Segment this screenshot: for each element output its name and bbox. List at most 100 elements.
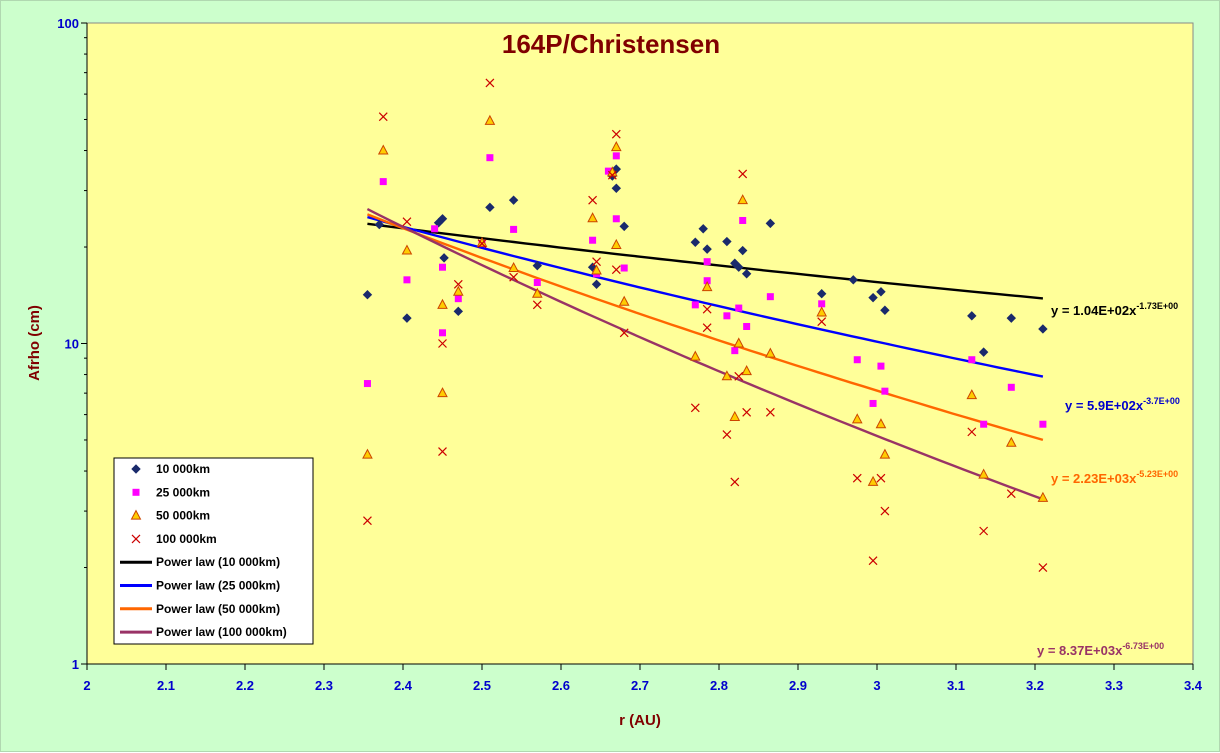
data-point [879,448,891,459]
data-point [532,300,542,310]
data-point [737,194,749,205]
data-point [721,370,733,381]
data-point [741,269,752,279]
data-point [1038,324,1048,334]
data-point [979,526,989,536]
equation-exponent: -5.23E+00 [1136,469,1178,479]
data-point [702,244,712,254]
data-point [690,403,700,413]
data-point [403,276,411,284]
data-point [508,195,519,205]
data-point [452,285,464,296]
trendline-equation: y = 2.23E+03x-5.23E+00 [1051,469,1178,486]
data-point [611,129,621,139]
legend-label: Power law (10 000km) [156,555,280,569]
data-point [612,215,620,223]
trendline [366,213,1044,442]
data-point [453,279,463,289]
data-point [362,289,373,300]
trendline-equation: y = 5.9E+02x-3.7E+00 [1065,396,1180,413]
data-point [880,305,890,315]
data-point [484,114,496,125]
y-axis-title: Afrho (cm) [26,305,43,381]
data-point [702,304,712,314]
data-point [508,261,519,273]
data-point [591,264,602,275]
y-tick-label: 100 [57,16,79,31]
data-point [363,516,372,526]
trendline [367,215,1044,378]
equation-main: y = 2.23E+03x [1051,471,1137,486]
data-point [722,236,732,247]
trendline [366,208,1044,501]
x-axis-title: r (AU) [619,712,661,729]
data-point [401,244,413,255]
data-point [589,236,597,244]
equation-main: y = 1.04E+02x [1051,303,1137,318]
data-point [817,317,827,327]
x-tick-label: 2.5 [473,678,491,693]
data-point [374,219,385,230]
data-point [402,313,412,323]
data-point [437,387,448,398]
equation-exponent: -1.73E+00 [1136,301,1178,311]
data-point [816,289,827,299]
data-point [868,292,878,303]
legend-label: Power law (50 000km) [156,602,280,616]
data-point [431,225,439,233]
data-point [130,509,142,520]
legend-label: 100 000km [156,532,217,546]
data-point [734,262,744,272]
data-point [967,427,977,437]
data-point [818,300,826,308]
data-point [378,112,388,122]
data-point [132,488,140,496]
data-point [702,323,712,333]
data-point [877,362,885,370]
data-point [698,224,708,234]
data-point [722,430,732,439]
data-point [438,339,447,348]
data-point [876,473,886,483]
data-point [741,365,752,376]
data-point [131,464,141,474]
data-point [851,413,863,424]
data-point [1006,313,1017,323]
data-point [131,534,141,544]
data-point [1037,491,1049,502]
data-point [735,304,743,312]
data-point [607,170,617,180]
x-tick-label: 2.9 [789,678,807,693]
data-point [588,195,598,205]
legend-box [113,457,314,645]
data-point [509,272,519,282]
data-point [610,141,622,152]
x-tick-label: 2.7 [631,678,649,693]
y-tick-label: 1 [72,657,79,672]
data-point [510,225,518,233]
chart-title: 164P/Christensen [502,29,720,59]
data-point [438,447,447,457]
data-point [733,337,745,348]
x-tick-label: 3.4 [1184,678,1203,693]
data-point [765,218,776,229]
data-point [610,238,622,249]
data-point [734,371,744,381]
data-point [701,280,713,292]
data-point [853,356,861,364]
data-point [1039,420,1047,428]
data-point [690,237,701,247]
data-point [477,239,487,249]
data-point [591,279,602,290]
data-point [729,410,741,421]
data-point [689,350,701,361]
data-point [703,277,711,285]
data-point [691,301,699,309]
data-point [620,264,628,272]
data-point [1005,436,1017,447]
x-tick-label: 3.1 [947,678,965,693]
data-point [816,306,828,317]
data-point [868,556,878,566]
